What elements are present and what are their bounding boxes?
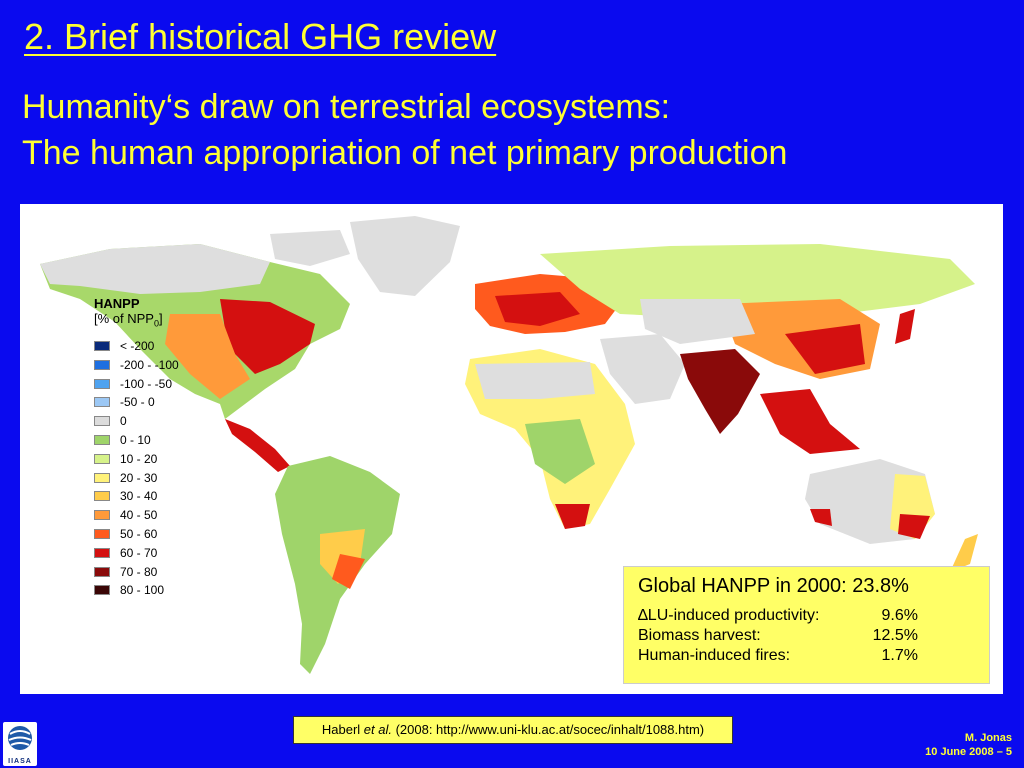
sahara-shape [475, 362, 595, 399]
legend-label: < -200 [120, 338, 155, 353]
citation-source: (2008: http://www.uni-klu.ac.at/socec/in… [391, 722, 705, 737]
legend-swatch [94, 397, 110, 408]
south-america-hot [332, 554, 365, 589]
stats-row: ∆LU-induced productivity: 9.6% [638, 606, 975, 626]
citation-author: Haberl [321, 722, 364, 737]
middle-east-shape [600, 334, 685, 404]
footer-author: M. Jonas [964, 732, 1012, 744]
legend-swatch [94, 547, 110, 558]
slide-subtitle: Humanity‘s draw on terrestrial ecosystem… [22, 84, 787, 176]
legend-swatch [94, 378, 110, 389]
world-map-graphic [40, 216, 978, 674]
legend-label: 80 - 100 [120, 583, 165, 598]
north-america-north [40, 244, 270, 294]
japan-shape [895, 309, 915, 344]
legend-label: 50 - 60 [120, 526, 158, 541]
legend-label: 10 - 20 [120, 451, 158, 466]
legend-label: 20 - 30 [120, 470, 158, 485]
legend-label: 70 - 80 [120, 564, 158, 579]
stats-row: Biomass harvest: 12.5% [638, 626, 975, 646]
legend-label: -100 - -50 [120, 376, 173, 391]
legend-item: 0 - 10 [94, 431, 179, 450]
legend-swatch [94, 453, 110, 464]
legend-label: 60 - 70 [120, 545, 158, 560]
legend-item: 0 [94, 412, 179, 431]
legend-swatch [94, 359, 110, 370]
legend-item: -50 - 0 [94, 393, 179, 412]
legend-item: 40 - 50 [94, 506, 179, 525]
map-legend: HANPP [% of NPP0] < -200 -200 - -100 -100 … [94, 296, 179, 600]
africa-central [525, 419, 595, 484]
legend-item: 30 - 40 [94, 487, 179, 506]
legend-swatch [94, 585, 110, 596]
legend-item: 60 - 70 [94, 543, 179, 562]
legend-label: -50 - 0 [120, 395, 155, 410]
europe-hotspot [495, 292, 580, 326]
footer-date-page: 10 June 2008 – 5 [925, 746, 1012, 758]
legend-swatch [94, 528, 110, 539]
stats-row: Human-induced fires: 1.7% [638, 646, 975, 666]
globe-icon [8, 726, 32, 750]
new-zealand-shape [950, 534, 978, 572]
legend-item: 80 - 100 [94, 581, 179, 600]
central-asia-gray [640, 299, 755, 344]
legend-label: -200 - -100 [120, 357, 179, 372]
australia-southeast-hot [898, 514, 930, 539]
legend-swatch [94, 434, 110, 445]
legend-rows: < -200 -200 - -100 -100 - -50 -50 - 0 0 0 - 1… [94, 337, 179, 600]
australia-southwest-hot [810, 509, 832, 526]
north-america-warm [165, 314, 250, 399]
legend-swatch [94, 472, 110, 483]
india-shape [680, 349, 760, 434]
stats-label: Human-induced fires: [638, 647, 791, 664]
stats-label: Biomass harvest: [638, 627, 761, 644]
north-america-hotspot [220, 299, 315, 374]
hanpp-world-map: HANPP [% of NPP0] < -200 -200 - -100 -100 … [20, 204, 1003, 694]
citation-box: Haberl et al. (2008: http://www.uni-klu.… [293, 716, 733, 744]
legend-item: -100 - -50 [94, 374, 179, 393]
legend-label: 40 - 50 [120, 508, 158, 523]
legend-swatch [94, 416, 110, 427]
stats-value: 1.7% [881, 647, 918, 664]
legend-item: < -200 [94, 337, 179, 356]
slide-title: 2. Brief historical GHG review [24, 16, 497, 57]
legend-swatch [94, 510, 110, 521]
stats-value: 12.5% [872, 627, 918, 644]
se-asia-shape [760, 389, 860, 454]
legend-swatch [94, 340, 110, 351]
citation-etal: et al. [363, 722, 392, 737]
legend-item: 50 - 60 [94, 525, 179, 544]
subtitle-line-1: Humanity‘s draw on terrestrial ecosystem… [22, 88, 671, 126]
greenland-shape [350, 216, 460, 296]
arctic-islands-shape [270, 230, 350, 266]
stats-box: Global HANPP in 2000: 23.8% ∆LU-induced … [623, 566, 990, 684]
legend-item: 70 - 80 [94, 562, 179, 581]
legend-label: 0 - 10 [120, 432, 151, 447]
logo-text: IIASA [8, 758, 32, 765]
legend-label: 30 - 40 [120, 489, 158, 504]
legend-item: -200 - -100 [94, 355, 179, 374]
legend-label: 0 [120, 414, 127, 429]
footer-info: M. Jonas 10 June 2008 – 5 [925, 731, 1012, 759]
africa-south-hot [555, 504, 590, 529]
stats-value: 9.6% [881, 607, 918, 624]
stats-label: ∆LU-induced productivity: [638, 607, 820, 624]
china-hot [785, 324, 865, 374]
central-america-shape [225, 419, 290, 472]
legend-swatch [94, 566, 110, 577]
legend-swatch [94, 491, 110, 502]
iiasa-logo: IIASA [3, 722, 37, 766]
legend-title: HANPP [94, 296, 140, 311]
subtitle-line-2: The human appropriation of net primary p… [22, 134, 788, 172]
legend-item: 10 - 20 [94, 449, 179, 468]
legend-item: 20 - 30 [94, 468, 179, 487]
legend-unit: [% of NPP0] [94, 311, 163, 329]
stats-header: Global HANPP in 2000: 23.8% [638, 575, 909, 597]
